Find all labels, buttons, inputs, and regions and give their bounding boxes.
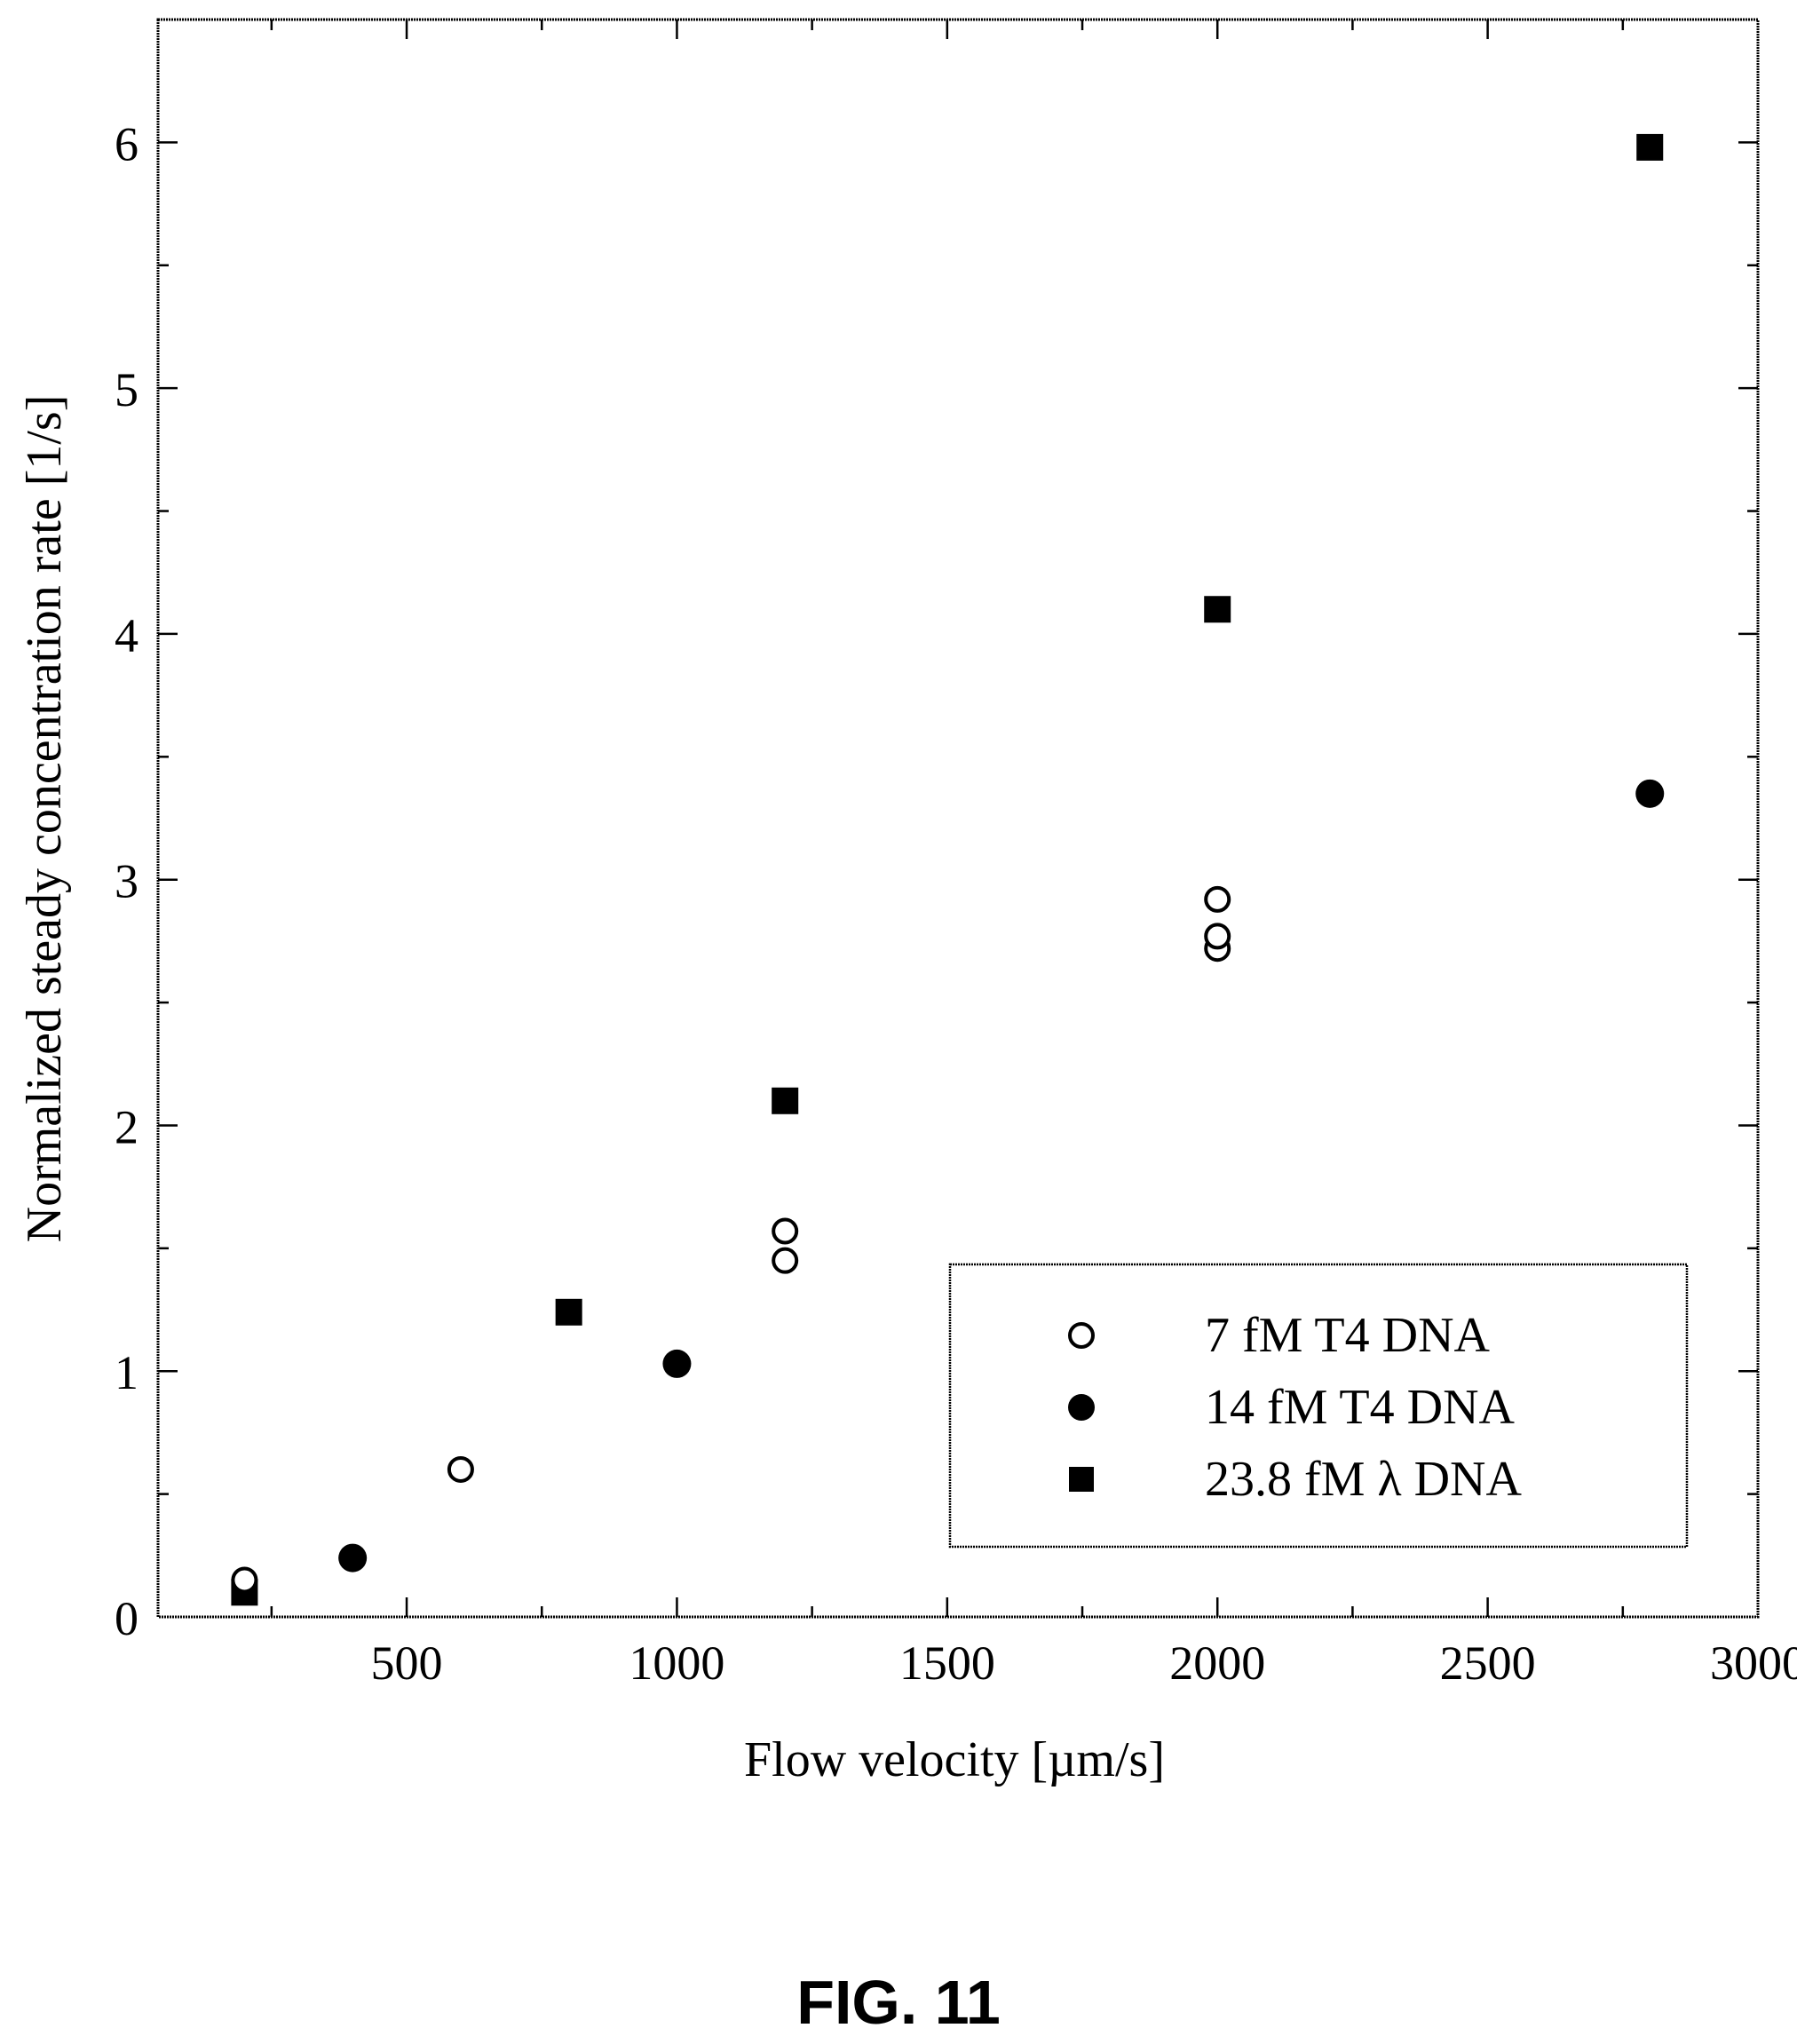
legend: 7 fM T4 DNA 14 fM T4 DNA 23.8 fM λ DNA [948,1263,1689,1549]
data-point-open-circle [231,1566,258,1594]
tick-labels: 500 1000 1500 2000 2500 3000 0 1 2 3 4 5 6 [115,117,1797,1690]
data-point-filled-circle [1635,779,1665,808]
y-tick-label: 2 [115,1100,139,1153]
y-axis-label: Normalized steady concentration rate [1/… [17,395,72,1243]
data-point-filled-circle [338,1543,368,1573]
x-tick-label: 3000 [1710,1636,1797,1690]
legend-marker-filled-square [1069,1467,1094,1492]
legend-marker-open-circle [1068,1322,1095,1349]
y-tick-label: 1 [115,1346,139,1399]
y-tick-label: 5 [115,363,139,416]
legend-label-series-2: 14 fM T4 DNA [1205,1380,1516,1435]
y-tick-label: 6 [115,117,139,170]
x-tick-label: 2500 [1440,1636,1536,1690]
x-tick-label: 500 [371,1636,443,1690]
data-point-filled-square [1636,133,1664,161]
legend-label-series-1: 7 fM T4 DNA [1205,1308,1491,1363]
data-points [231,133,1665,1606]
data-point-open-circle [1204,885,1231,913]
legend-marker-filled-circle [1068,1394,1095,1421]
y-tick-label: 4 [115,609,139,662]
data-point-open-circle [1204,923,1231,950]
x-tick-label: 1500 [899,1636,995,1690]
data-point-open-circle [772,1247,799,1274]
data-point-open-circle [447,1455,474,1483]
axis-ticks [158,20,1758,1617]
y-tick-label: 0 [115,1592,139,1645]
data-point-filled-circle [662,1349,692,1378]
x-tick-label: 1000 [629,1636,724,1690]
plot-frame [156,18,1760,1619]
x-tick-label: 2000 [1169,1636,1265,1690]
data-point-open-circle [772,1217,799,1245]
figure-caption: FIG. 11 [796,1968,1001,2037]
data-point-filled-square [772,1087,799,1114]
x-axis-label: Flow velocity [µm/s] [744,1732,1165,1787]
data-point-filled-square [555,1298,582,1326]
y-tick-label: 3 [115,855,139,908]
legend-label-series-3: 23.8 fM λ DNA [1205,1452,1522,1507]
data-point-filled-square [1204,596,1231,623]
